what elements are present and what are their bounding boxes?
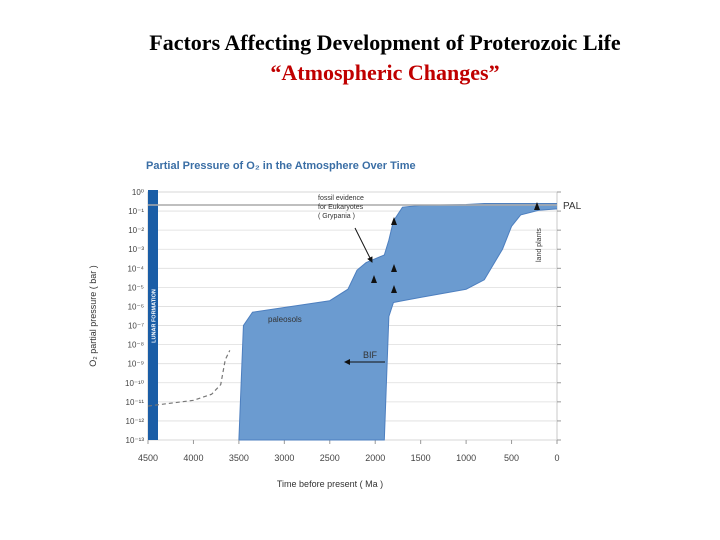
event-marker <box>391 264 397 272</box>
x-tick-label: 2500 <box>320 453 340 463</box>
fossil-label: ( Grypania ) <box>318 213 355 220</box>
y-tick-label: 10⁻³ <box>128 245 144 254</box>
event-marker <box>391 217 397 225</box>
paleosols-label: paleosols <box>268 315 302 324</box>
x-tick-label: 0 <box>554 453 559 463</box>
slide-subtitle: “Atmospheric Changes” <box>270 60 499 85</box>
x-tick-label: 3500 <box>229 453 249 463</box>
x-tick-label: 4500 <box>138 453 158 463</box>
y-tick-label: 10⁻¹¹ <box>126 398 145 407</box>
pal-label: PAL <box>563 201 582 212</box>
x-axis-label: Time before present ( Ma ) <box>277 479 383 489</box>
x-tick-label: 1500 <box>411 453 431 463</box>
y-tick-label: 10⁻¹³ <box>126 436 145 445</box>
event-marker <box>371 275 377 283</box>
lunar-bar <box>148 190 158 440</box>
y-axis-label: O₂ partial pressure ( bar ) <box>88 265 98 367</box>
x-tick-label: 3000 <box>274 453 294 463</box>
x-tick-label: 4000 <box>183 453 203 463</box>
y-tick-label: 10⁻² <box>128 226 144 235</box>
y-tick-label: 10⁰ <box>132 188 144 197</box>
bif-label: BIF <box>363 350 378 360</box>
dashed-line <box>147 350 231 407</box>
y-tick-label: 10⁻⁷ <box>128 322 144 331</box>
x-tick-label: 2000 <box>365 453 385 463</box>
y-tick-label: 10⁻¹² <box>126 417 145 426</box>
fossil-arrow <box>354 227 373 263</box>
land-plants-label: land plants <box>536 228 543 262</box>
x-tick-label: 1000 <box>456 453 476 463</box>
y-tick-label: 10⁻¹ <box>128 207 144 216</box>
y-tick-label: 10⁻⁶ <box>128 302 144 311</box>
y-tick-label: 10⁻⁵ <box>128 283 144 292</box>
range-band <box>238 203 557 440</box>
plot: 10⁰ 10⁻¹ 10⁻² 10⁻³ 10⁻⁴ 10⁻⁵ 10⁻⁶ 10⁻⁷ 10⁻⁸ 10⁻⁹ 1… <box>125 188 582 463</box>
y-tick-label: 10⁻⁹ <box>127 360 144 369</box>
slide-title: Factors Affecting Development of Protero… <box>149 30 621 55</box>
lunar-label: LUNAR FORMATION <box>152 289 158 343</box>
event-marker <box>391 285 397 293</box>
fossil-label: fossil evidence <box>318 195 364 202</box>
band-lower-edge <box>238 208 558 441</box>
y-tick-label: 10⁻¹⁰ <box>125 379 144 388</box>
chart-title: Partial Pressure of O₂ in the Atmosphere… <box>146 160 416 172</box>
y-tick-label: 10⁻⁴ <box>127 264 144 273</box>
fossil-label: for Eukaryotes <box>318 204 364 211</box>
event-marker <box>534 202 540 210</box>
x-tick-label: 500 <box>504 453 519 463</box>
y-tick-label: 10⁻⁸ <box>128 341 145 350</box>
